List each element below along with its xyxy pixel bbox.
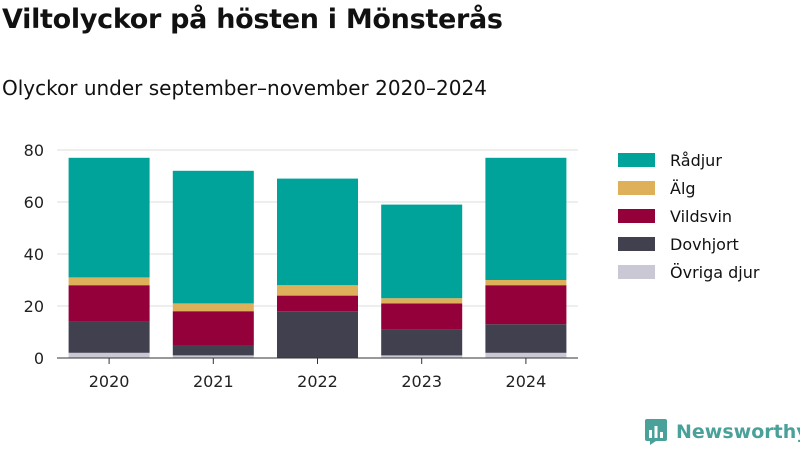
bar-segment — [381, 204, 463, 299]
bar-segment — [172, 170, 254, 304]
bar-segment — [68, 157, 150, 278]
brand-name: Newsworthy — [676, 421, 800, 443]
legend-swatch — [618, 237, 655, 251]
brand-logo: Newsworthy — [644, 418, 800, 446]
legend-item: Vildsvin — [618, 202, 759, 230]
legend-label: Älg — [670, 178, 696, 198]
legend-item: Övriga djur — [618, 258, 759, 286]
bar-segment — [485, 285, 567, 325]
legend-swatch — [618, 209, 655, 223]
bar-segment — [172, 303, 254, 312]
bar-segment — [381, 355, 463, 358]
legend-swatch — [618, 153, 655, 167]
legend-label: Dovhjort — [670, 234, 739, 254]
legend-swatch — [618, 181, 655, 195]
x-tick-label: 2022 — [297, 372, 338, 391]
bar-segment — [172, 345, 254, 356]
legend-label: Rådjur — [670, 150, 722, 170]
legend-swatch — [618, 265, 655, 279]
bar-segment — [68, 352, 150, 358]
bar-segment — [381, 298, 463, 304]
bar-segment — [485, 324, 567, 353]
legend-item: Älg — [618, 174, 759, 202]
y-tick-label: 60 — [24, 193, 44, 212]
bar-segment — [277, 295, 358, 312]
y-tick-label: 20 — [24, 297, 44, 316]
bar-segment — [381, 329, 463, 356]
chart-subtitle: Olyckor under september–november 2020–20… — [2, 76, 487, 100]
y-tick-label: 80 — [24, 141, 44, 160]
x-tick-label: 2023 — [401, 372, 442, 391]
legend-item: Dovhjort — [618, 230, 759, 258]
bar-segment — [277, 285, 358, 296]
bar-segment — [485, 157, 567, 280]
bar-segment — [485, 280, 567, 286]
chart-legend: Rådjur Älg Vildsvin Dovhjort Övriga djur — [618, 146, 759, 286]
chart-title: Viltolyckor på hösten i Mönsterås — [2, 4, 503, 35]
y-tick-label: 40 — [24, 245, 44, 264]
bar-segment — [68, 285, 150, 322]
bar-segment — [485, 352, 567, 358]
bar-segment — [68, 321, 150, 353]
bar-segment — [277, 178, 358, 286]
bar-segment — [277, 311, 358, 358]
legend-label: Övriga djur — [670, 262, 760, 282]
y-tick-label: 0 — [34, 349, 44, 368]
x-tick-label: 2021 — [193, 372, 234, 391]
newsworthy-logo-icon — [645, 419, 667, 445]
x-tick-label: 2024 — [506, 372, 547, 391]
bar-segment — [381, 303, 463, 330]
bar-segment — [68, 277, 150, 286]
legend-item: Rådjur — [618, 146, 759, 174]
bar-segment — [172, 355, 254, 358]
x-tick-label: 2020 — [89, 372, 130, 391]
legend-label: Vildsvin — [670, 206, 733, 226]
bar-segment — [172, 311, 254, 345]
